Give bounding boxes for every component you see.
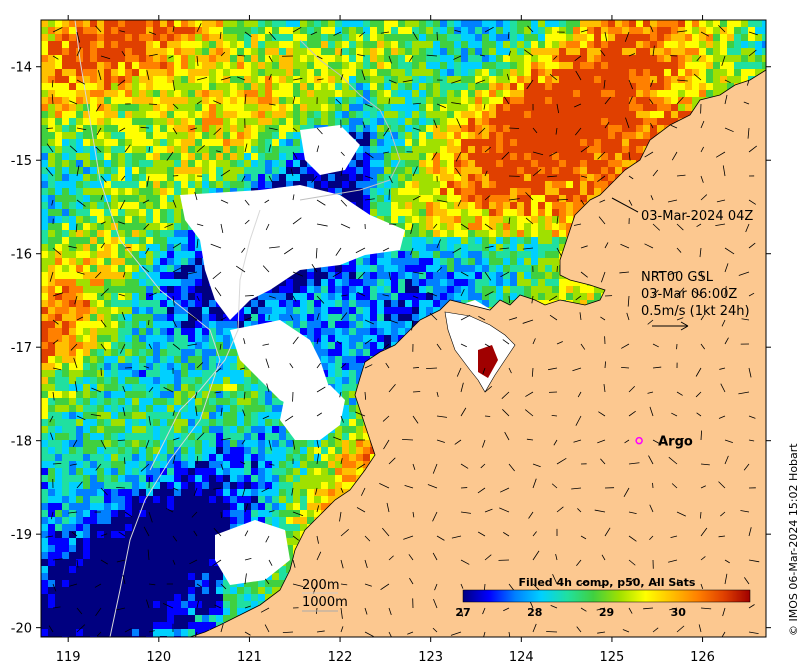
- x-tick-label: 121: [237, 650, 262, 665]
- x-axis: 119 120 121 122 123 124 125 126: [56, 15, 715, 665]
- x-tick-label: 119: [56, 650, 81, 665]
- cloud-gap-5: [215, 520, 290, 585]
- colorbar-ticks: 27 28 29 30: [455, 606, 686, 619]
- cloud-gap-2: [300, 125, 360, 175]
- y-tick-label: -18: [11, 435, 32, 450]
- colorbar-title: Filled 4h comp, p50, All Sats: [519, 576, 696, 589]
- bathy-1000m: [149, 209, 261, 471]
- timestamp-label: 03-Mar-2024 04Z: [641, 209, 753, 224]
- x-tick-label: 120: [146, 650, 171, 665]
- cloud-gap-4: [280, 385, 345, 440]
- bathy-200m: [74, 20, 221, 637]
- plot-frame: [40, 19, 767, 638]
- colorbar-tick-label: 29: [599, 606, 614, 619]
- x-tick-label: 125: [600, 650, 625, 665]
- argo-label: Argo: [658, 435, 693, 450]
- y-tick-label: -19: [11, 528, 32, 543]
- cloud-gap-3: [230, 320, 330, 410]
- cloud-gap-1: [180, 185, 405, 320]
- colorbar-tick-label: 28: [527, 606, 542, 619]
- colorbar: [462, 589, 751, 603]
- map-plot-area: [41, 20, 766, 637]
- bathy-north: [299, 39, 401, 201]
- no-data-regions: [180, 125, 505, 585]
- credit-text: © IMOS 06-Mar-2024 15:02 Hobart: [787, 443, 800, 636]
- y-tick-label: -16: [11, 248, 32, 263]
- x-tick-label: 123: [418, 650, 443, 665]
- y-tick-label: -17: [11, 341, 32, 356]
- x-tick-label: 126: [690, 650, 715, 665]
- x-tick-label: 122: [328, 650, 353, 665]
- vector-scale-label: 0.5m/s (1kt 24h): [641, 304, 750, 319]
- vector-time-label: 03-Mar 06:00Z: [641, 287, 737, 302]
- colorbar-tick-label: 30: [671, 606, 687, 619]
- vector-scale-arrow: [652, 321, 689, 331]
- contour-200m-label: 200m: [302, 578, 339, 593]
- vector-source-label: NRT00 GSL: [641, 270, 714, 285]
- x-tick-label: 124: [509, 650, 534, 665]
- current-vectors: [45, 23, 760, 637]
- sst-coastal-red: [478, 345, 498, 378]
- y-tick-label: -20: [11, 622, 32, 637]
- y-tick-label: -15: [11, 154, 32, 169]
- argo-marker: [635, 436, 643, 445]
- timestamp-pointer: [611, 197, 639, 213]
- y-axis: -14 -15 -16 -17 -18 -19 -20: [11, 61, 771, 637]
- colorbar-tick-label: 27: [455, 606, 470, 619]
- contour-1000m-label: 1000m: [302, 595, 348, 610]
- y-tick-label: -14: [11, 61, 32, 76]
